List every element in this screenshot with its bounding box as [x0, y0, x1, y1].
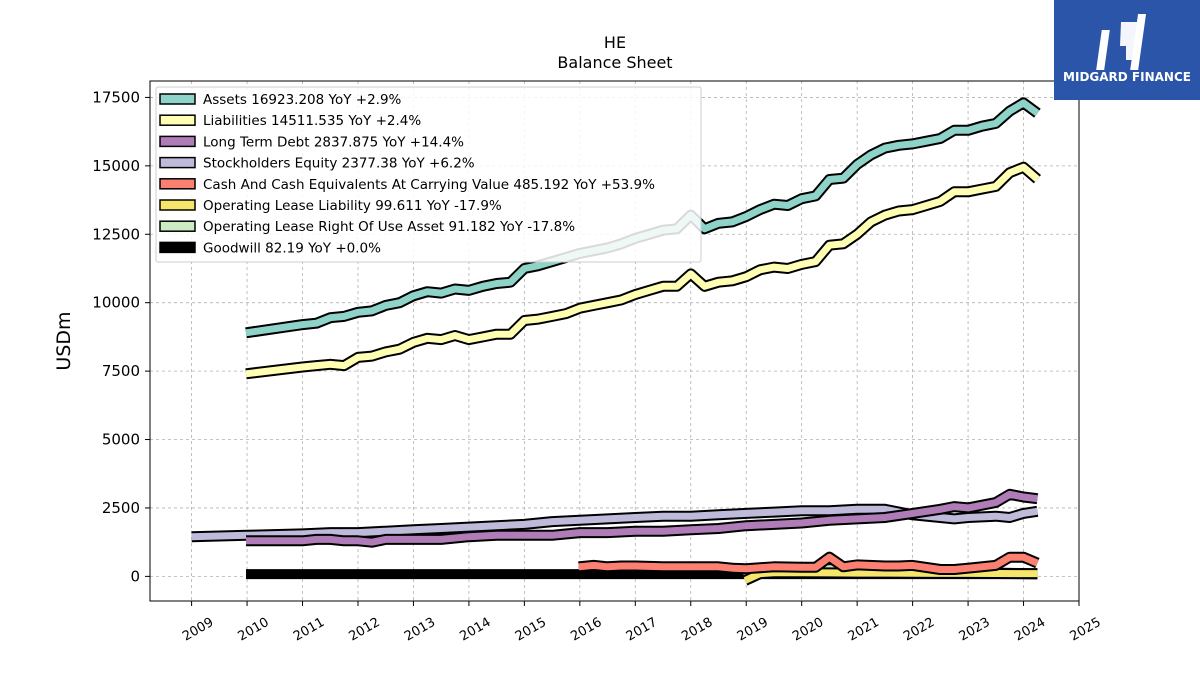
legend-entry: Operating Lease Right Of Use Asset 91.18… [203, 219, 575, 235]
y-tick-label: 12500 [92, 225, 140, 243]
legend-swatch [159, 114, 196, 126]
legend-swatch [159, 135, 196, 148]
y-tick-label: 10000 [92, 294, 140, 312]
chart-title: HE [604, 33, 626, 52]
plot-frame [149, 80, 1080, 602]
series-stockholders-equity [191, 503, 1039, 543]
logo-text: MIDGARD FINANCE [1063, 70, 1191, 84]
y-tick-label: 15000 [92, 157, 140, 175]
legend-swatch [159, 220, 196, 232]
legend: Assets 16923.208 YoY +2.9% Liabilities 14… [155, 86, 702, 263]
legend-swatch [159, 156, 196, 169]
legend-entry: Assets 16923.208 YoY +2.9% [203, 92, 402, 108]
series-liabilities [245, 161, 1041, 380]
legend-entry: Goodwill 82.19 YoY +0.0% [203, 240, 381, 256]
legend-swatch [159, 178, 196, 190]
legend-swatch [159, 241, 196, 254]
y-tick-label: 17500 [92, 88, 140, 106]
y-axis-ticks: 0 2500 5000 7500 10000 12500 15000 17500 [92, 88, 150, 585]
series-long-term-debt [246, 488, 1039, 548]
legend-entry: Long Term Debt 2837.875 YoY +14.4% [203, 134, 464, 150]
legend-entry: Operating Lease Liability 99.611 YoY -17… [203, 198, 502, 214]
legend-swatch [159, 199, 196, 211]
series-line [191, 505, 1038, 541]
legend-entry: Liabilities 14511.535 YoY +2.4% [203, 113, 421, 129]
legend-entry: Stockholders Equity 2377.38 YoY +6.2% [203, 156, 475, 172]
y-tick-label: 7500 [102, 362, 140, 380]
series-cash-and-cash-equivalents-at-carrying-value [578, 551, 1040, 575]
legend-entry: Cash And Cash Equivalents At Carrying Va… [203, 177, 655, 193]
series-operating-lease-liability [742, 567, 1038, 586]
legend-swatch [159, 93, 196, 105]
series-line [245, 163, 1040, 378]
y-tick-label: 0 [130, 567, 140, 585]
y-tick-label: 2500 [102, 499, 140, 517]
series-line [246, 490, 1038, 546]
series-line [743, 569, 1038, 584]
y-axis-label: USDm [53, 311, 75, 370]
chart-subtitle: Balance Sheet [557, 53, 672, 72]
y-tick-label: 5000 [102, 431, 140, 449]
legend-box [155, 86, 702, 263]
brand-logo: MIDGARD FINANCE [1054, 0, 1200, 100]
logo-mark-icon [1096, 14, 1147, 70]
series-line [578, 553, 1039, 573]
